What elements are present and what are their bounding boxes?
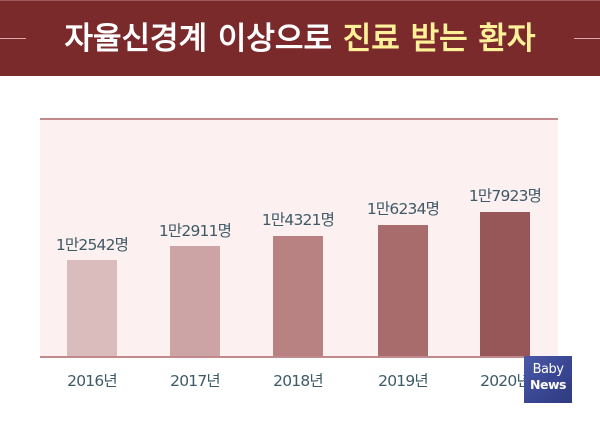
chart-title: 자율신경계 이상으로 진료 받는 환자 [40, 15, 560, 63]
title-text-white: 자율신경계 이상으로 [64, 21, 343, 57]
babynews-logo: Baby News [524, 356, 572, 403]
bar-2019 [378, 225, 428, 357]
bar-2016 [67, 260, 117, 357]
decorative-line-right [574, 38, 600, 39]
value-label-2016: 1만2542명 [55, 236, 129, 254]
decorative-line-left [0, 38, 26, 39]
x-axis-baseline [40, 356, 558, 358]
x-tick-2019: 2019년 [378, 372, 429, 390]
value-label-2019: 1만6234명 [366, 200, 440, 218]
bar-2018 [273, 236, 323, 357]
bar-2020 [480, 212, 530, 357]
x-tick-2016: 2016년 [67, 372, 118, 390]
x-tick-2020: 2020년 [480, 372, 531, 390]
title-banner: 자율신경계 이상으로 진료 받는 환자 [0, 0, 600, 76]
value-label-2017: 1만2911명 [158, 222, 232, 240]
logo-text-baby: Baby [532, 362, 564, 377]
logo-text-news: News [530, 377, 566, 392]
value-label-2018: 1만4321명 [261, 211, 335, 229]
bar-2017 [170, 246, 220, 357]
x-tick-2018: 2018년 [273, 372, 324, 390]
title-text-highlight: 진료 받는 환자 [342, 21, 536, 57]
value-label-2020: 1만7923명 [468, 187, 542, 205]
x-tick-2017: 2017년 [170, 372, 221, 390]
